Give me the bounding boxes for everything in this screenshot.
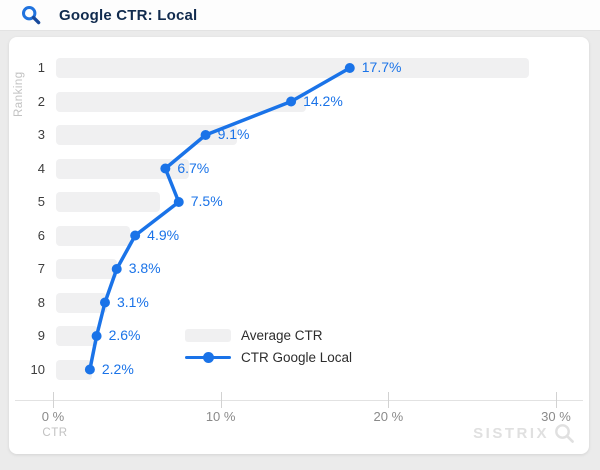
legend-label: CTR Google Local (241, 349, 353, 365)
x-tick-label: 20 % (373, 409, 404, 424)
data-point-label: 17.7% (361, 59, 402, 75)
x-axis-title: CTR (42, 427, 68, 439)
data-point[interactable] (286, 96, 297, 107)
data-point[interactable] (160, 163, 171, 174)
ranking-label: 9 (37, 328, 45, 343)
x-tick-mark (220, 392, 222, 408)
ranking-label: 8 (37, 294, 45, 310)
data-point-label: 2.2% (101, 360, 134, 377)
average-ctr-bar (56, 91, 307, 112)
ranking-label: 7 (37, 261, 45, 276)
watermark-magnifier-icon (555, 424, 574, 443)
x-tick-label: 30 % (541, 409, 571, 424)
data-point-label: 3.8% (128, 260, 161, 276)
page-title: Google CTR: Local (59, 6, 198, 24)
x-tick-label: 10 % (205, 409, 236, 424)
data-point-label: 6.7% (177, 159, 210, 176)
data-point-label: 2.6% (108, 327, 141, 343)
average-ctr-bar (56, 359, 92, 380)
x-tick-mark (53, 392, 54, 408)
legend-label: Average CTR (241, 327, 323, 343)
x-tick-label: 0 % (41, 409, 65, 424)
average-ctr-bar (56, 326, 99, 346)
ranking-label: 6 (37, 227, 45, 243)
data-point-label: 7.5% (190, 193, 223, 209)
data-point[interactable] (91, 331, 102, 341)
data-point[interactable] (200, 130, 211, 140)
average-ctr-bar (56, 259, 117, 279)
average-ctr-bar (56, 225, 131, 246)
data-point[interactable] (173, 197, 184, 207)
ranking-label: 2 (37, 93, 45, 109)
data-point[interactable] (84, 364, 95, 375)
search-icon[interactable] (20, 4, 42, 26)
legend-item-average-ctr[interactable]: Average CTR (185, 324, 352, 346)
average-ctr-bar (56, 192, 161, 212)
legend-item-ctr-google-local[interactable]: CTR Google Local (185, 346, 352, 368)
ranking-label: 5 (37, 194, 45, 209)
data-point[interactable] (111, 264, 122, 274)
average-ctr-bar (56, 58, 530, 78)
x-axis-line (15, 400, 583, 401)
legend: Average CTR CTR Google Local (185, 324, 352, 368)
data-point-label: 9.1% (217, 126, 250, 142)
data-point[interactable] (99, 297, 110, 308)
average-ctr-bar (56, 292, 107, 313)
ranking-label: 1 (37, 60, 45, 75)
data-point-label: 3.1% (116, 293, 149, 310)
average-ctr-swatch (185, 328, 231, 342)
header-bar: Google CTR: Local (0, 0, 600, 31)
chart-card: Ranking 1 2 3 4 5 6 7 8 9 10 17.7% 14.2% 9.1% 6.7% 7.… (9, 37, 589, 454)
x-tick-mark (388, 392, 390, 408)
ctr-google-local-swatch (185, 351, 231, 364)
data-point[interactable] (344, 63, 355, 73)
data-point-label: 4.9% (147, 226, 180, 243)
ranking-label: 3 (37, 127, 45, 142)
watermark: SISTRIX (473, 423, 575, 444)
x-tick-mark (556, 392, 557, 408)
ranking-label: 10 (30, 361, 45, 377)
ranking-label: 4 (37, 160, 45, 176)
data-point-label: 14.2% (303, 92, 343, 109)
data-point[interactable] (130, 230, 141, 241)
watermark-text: SISTRIX (473, 425, 549, 442)
